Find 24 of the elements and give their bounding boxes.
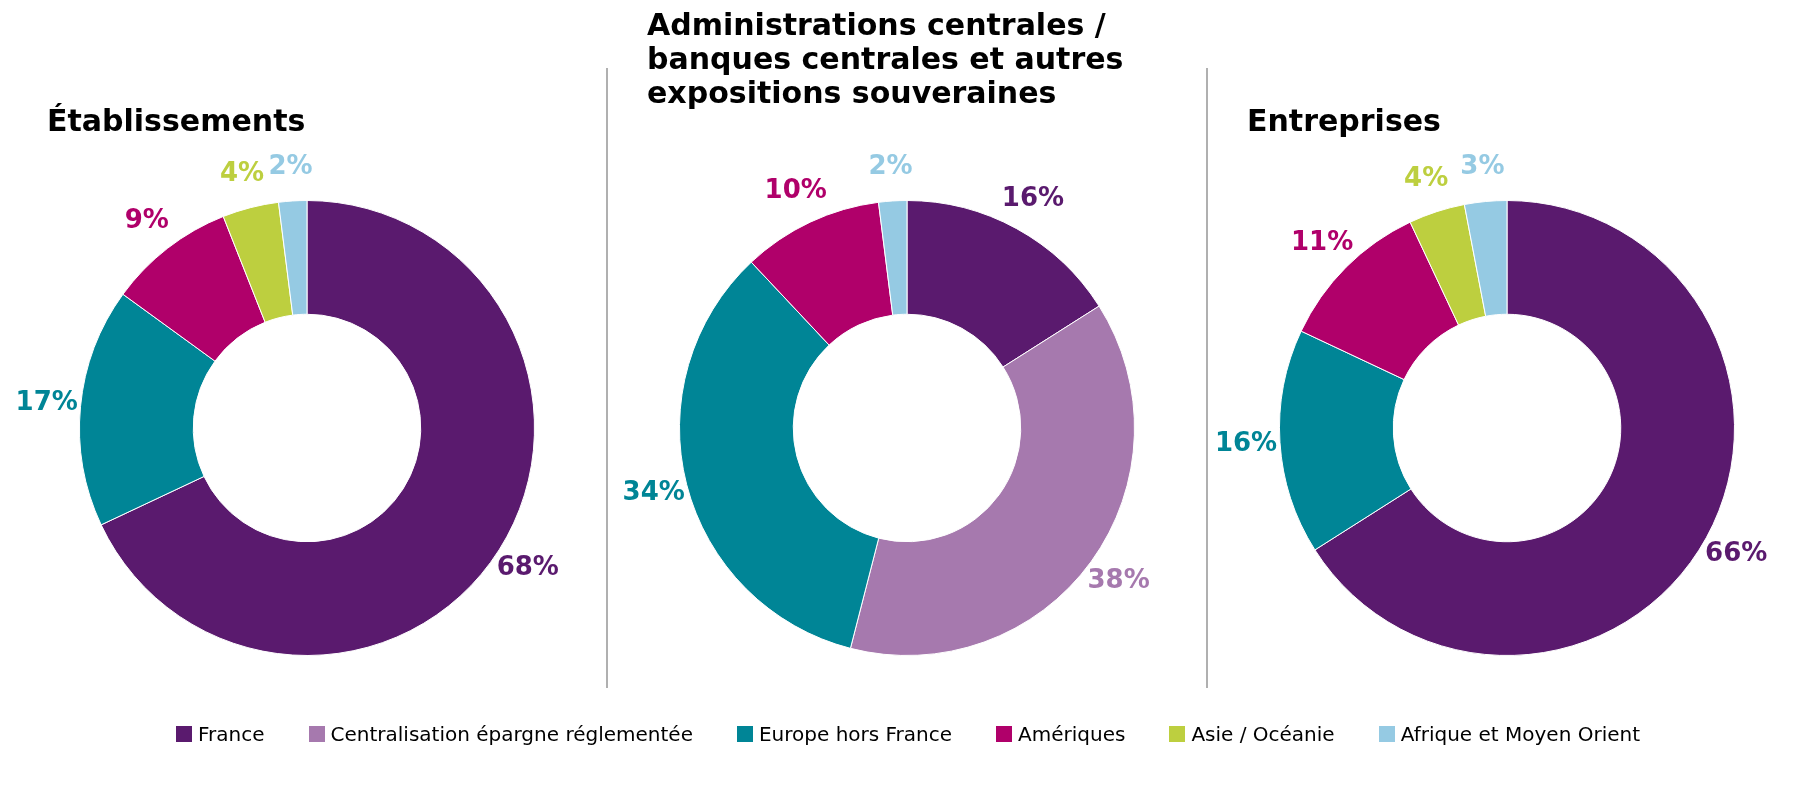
data-label: 16% — [1214, 427, 1278, 458]
data-label: 10% — [764, 174, 827, 205]
legend-label: Amériques — [1018, 722, 1126, 746]
data-label: 16% — [1001, 181, 1065, 212]
data-label: 17% — [15, 386, 78, 417]
legend-label: Asie / Océanie — [1191, 722, 1335, 746]
legend-label: Afrique et Moyen Orient — [1400, 722, 1641, 746]
chart-title: Entreprises — [1247, 102, 1442, 138]
data-label: 68% — [496, 550, 559, 581]
data-label: 34% — [622, 475, 685, 506]
data-label: 3% — [1460, 150, 1505, 181]
chart-title: Établissements — [47, 102, 307, 138]
data-label: 9% — [124, 204, 169, 235]
legend-label: France — [197, 722, 265, 746]
data-label: 38% — [1087, 564, 1150, 595]
data-label: 4% — [219, 157, 265, 188]
chart-title: Administrations centrales / banques centrales et autres expositions souveraines — [647, 7, 1125, 112]
data-label: 11% — [1290, 225, 1354, 256]
data-label: 2% — [268, 149, 313, 180]
data-label: 2% — [868, 149, 913, 180]
data-label: 66% — [1705, 536, 1768, 567]
legend-label: Europe hors France — [758, 722, 953, 746]
legend-label: Centralisation épargne réglementée — [330, 722, 693, 746]
data-label: 4% — [1404, 162, 1449, 193]
